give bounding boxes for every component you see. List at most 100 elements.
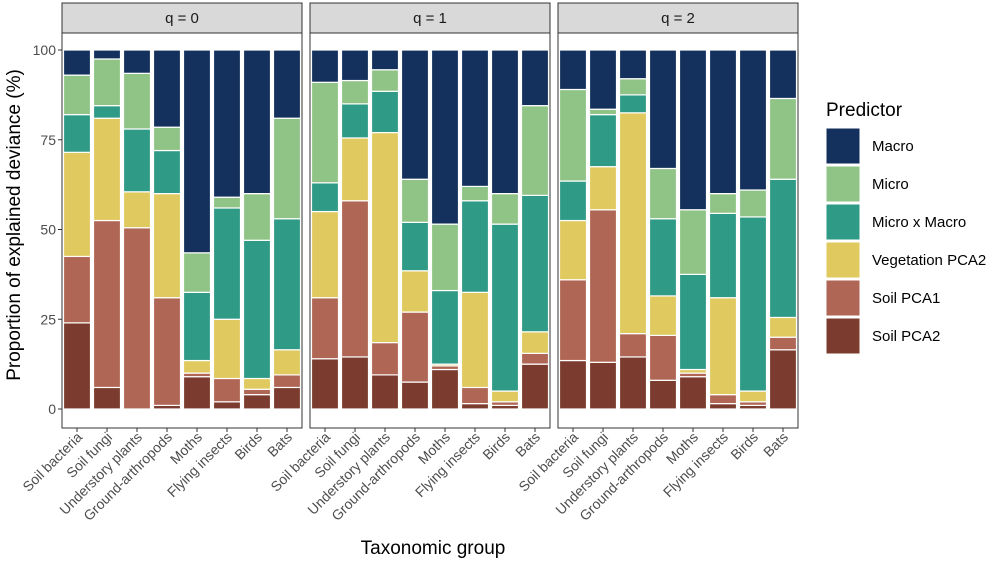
legend-key (825, 317, 861, 355)
bar-segment (678, 49, 708, 211)
bar-segment (340, 200, 370, 358)
bar-segment (62, 74, 92, 116)
legend-label: Soil PCA1 (872, 290, 940, 307)
bar-segment (62, 151, 92, 258)
bar-segment (340, 356, 370, 410)
x-tick-label: Bats (264, 429, 295, 460)
bar-segment (738, 216, 768, 392)
legend-label: Vegetation PCA2 (872, 252, 986, 269)
bar-segment (182, 49, 212, 254)
x-tick-label: Bats (760, 429, 791, 460)
bar-segment (430, 49, 460, 225)
bar-segment (768, 97, 798, 180)
bar-segment (310, 210, 340, 299)
bar-segment (370, 341, 400, 376)
x-tick-label: Bats (512, 429, 543, 460)
bar-segment (708, 297, 738, 396)
panel-border (309, 32, 551, 429)
bar-segment (122, 72, 152, 130)
bar-segment (520, 331, 550, 354)
bar-segment (490, 223, 520, 392)
bar-segment (272, 386, 302, 410)
bar-segment (122, 49, 152, 74)
bar-segment (588, 108, 618, 116)
bar-segment (310, 49, 340, 83)
bar-segment (92, 105, 122, 119)
legend-label: Micro (872, 176, 909, 193)
bar-segment (212, 318, 242, 380)
bar-segment (768, 349, 798, 410)
bar-segment (62, 322, 92, 410)
y-axis-title: Proportion of explained deviance (%) (4, 69, 25, 381)
legend-label: Macro (872, 138, 914, 155)
bar-segment (272, 49, 302, 119)
bar-segment (242, 193, 272, 241)
bar-segment (430, 223, 460, 292)
bar-segment (370, 131, 400, 344)
bar-segment (490, 390, 520, 403)
x-tick-label: Birds (231, 429, 265, 463)
bar-segment (370, 90, 400, 134)
bar-segment (92, 58, 122, 107)
bar-segment (212, 377, 242, 403)
bar-segment (738, 49, 768, 191)
facet-strip-label: q = 0 (165, 10, 199, 27)
bar-segment (122, 227, 152, 410)
bar-segment (558, 359, 588, 410)
bar-segment (272, 218, 302, 351)
bar-segment (708, 212, 738, 299)
bar-segment (430, 289, 460, 365)
bar-segment (182, 291, 212, 362)
bar-segment (242, 377, 272, 390)
bar-segment (152, 193, 182, 299)
bar-segment (122, 128, 152, 193)
y-tick-label: 0 (48, 401, 56, 417)
bar-segment (340, 137, 370, 202)
bar-segment (558, 180, 588, 222)
legend-key (825, 203, 861, 241)
bar-segment (62, 255, 92, 324)
bar-segment (182, 359, 212, 374)
bar-segment (648, 295, 678, 337)
bar-segment (648, 218, 678, 297)
bar-segment (520, 352, 550, 365)
bar-segment (122, 191, 152, 229)
bar-segment (92, 386, 122, 410)
bar-segment (340, 103, 370, 139)
facet-strip (557, 2, 799, 34)
bar-segment (678, 273, 708, 371)
bar-segment (618, 356, 648, 410)
bar-segment (738, 189, 768, 218)
bar-segment (618, 112, 648, 335)
legend-key (825, 127, 861, 165)
panel-border (61, 32, 303, 429)
bar-segment (242, 394, 272, 410)
bar-segment (152, 297, 182, 407)
bar-segment (490, 193, 520, 225)
legend-key (825, 165, 861, 203)
bar-segment (558, 49, 588, 91)
bar-segment (460, 200, 490, 293)
facet-strip (309, 2, 551, 34)
bar-segment (460, 291, 490, 389)
bar-segment (588, 49, 618, 110)
bar-segment (520, 49, 550, 107)
bar-segment (768, 316, 798, 338)
y-tick-label: 100 (33, 42, 57, 58)
bar-segment (212, 401, 242, 410)
bar-segment (310, 182, 340, 213)
bar-segment (400, 49, 430, 180)
bar-segment (460, 403, 490, 410)
bar-segment (92, 117, 122, 222)
legend-title: Predictor (826, 100, 903, 121)
bar-segment (340, 49, 370, 82)
bar-segment (588, 361, 618, 410)
bar-segment (92, 219, 122, 389)
bar-segment (520, 194, 550, 333)
bar-segment (370, 69, 400, 92)
bar-segment (92, 49, 122, 60)
